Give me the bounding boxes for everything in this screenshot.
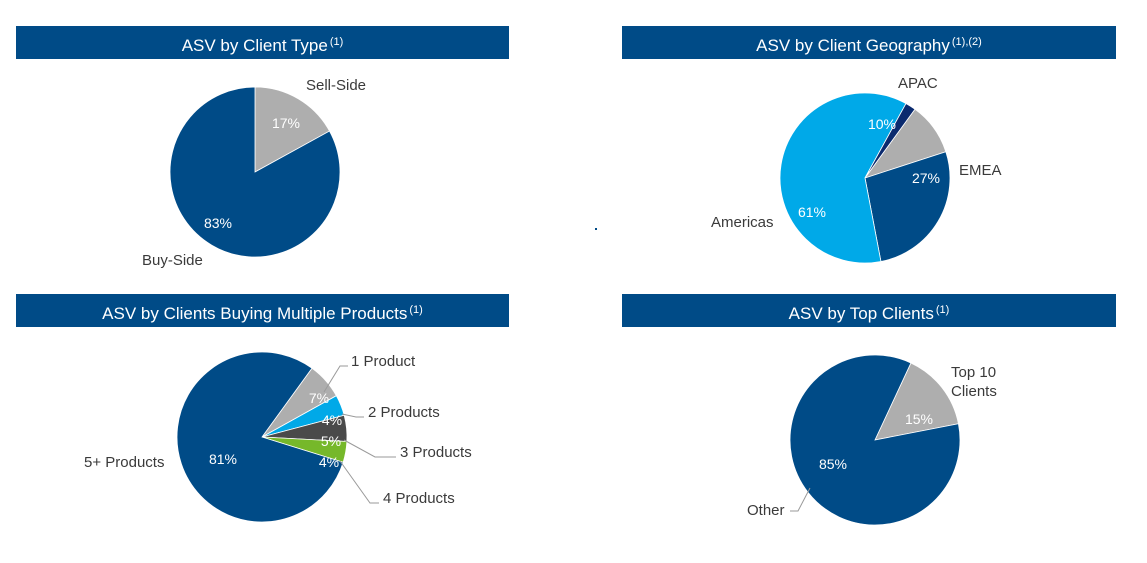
slice-category-label: 3 Products (400, 444, 472, 461)
footnote-ref: (1) (329, 36, 344, 48)
slice-percent-label: 61% (798, 204, 826, 220)
pie-chart-3: 7% 4% 5% 4% 81% 1 Product 2 Products 3 Products… (84, 351, 472, 523)
slice-percent-label: 27% (912, 170, 940, 186)
slice-percent-label: 17% (272, 115, 300, 131)
slice-percent-label: 7% (309, 390, 329, 406)
panel-title-top-clients: ASV by Top Clients (1) (622, 294, 1116, 327)
stray-dot (595, 228, 597, 230)
slice-percent-label: 10% (868, 116, 896, 132)
slice-category-label: Other (747, 502, 785, 519)
pie-slice-americas (779, 92, 907, 264)
slice-category-label: EMEA (959, 162, 1002, 179)
panel-title-client-type: ASV by Client Type (1) (16, 26, 509, 59)
pie-slice-buy-side (169, 86, 341, 258)
pie-slice-top-10-clients (874, 362, 959, 441)
slice-category-label: Sell-Side (306, 77, 366, 94)
slice-category-label: 1 Product (351, 353, 416, 370)
pie-chart-1: 17% 83% Sell-Side Buy-Side (142, 77, 366, 269)
panel-title-text: ASV by Client Type (181, 36, 328, 55)
slice-category-label: Buy-Side (142, 252, 203, 269)
leader-line (339, 460, 379, 504)
slice-percent-label: 5% (321, 433, 341, 449)
pie-slice-5-products (176, 351, 344, 523)
leader-line (790, 487, 811, 512)
panel-title-multiple-products: ASV by Clients Buying Multiple Products(… (16, 294, 509, 327)
slice-category-label: 5+ Products (84, 454, 164, 471)
slice-category-label: Top 10 Clients (951, 364, 997, 400)
footnote-ref: (1),(2) (951, 36, 982, 48)
slice-percent-label: 4% (319, 454, 339, 470)
leader-line (341, 413, 364, 418)
pie-chart-2: 10% 27% 61% APAC EMEA Americas (711, 75, 1002, 264)
slice-category-label: 4 Products (383, 490, 455, 507)
footnote-ref: (1) (409, 304, 423, 316)
footnote-ref: (1) (935, 304, 950, 316)
pie-chart-4: 15% 85% Top 10 Clients Other (747, 354, 997, 526)
leader-line (323, 365, 348, 393)
slice-category-label: 2 Products (368, 404, 440, 421)
pie-slice-unlabeled (864, 102, 916, 179)
slice-category-label: APAC (898, 75, 938, 92)
panel-title-text: ASV by Client Geography (756, 36, 950, 55)
leader-line (343, 439, 396, 458)
slice-percent-label: 15% (905, 411, 933, 427)
panel-title-client-geography: ASV by Client Geography (1),(2) (622, 26, 1116, 59)
slice-percent-label: 4% (322, 412, 342, 428)
pie-slice-emea (864, 151, 951, 262)
panel-title-text: ASV by Top Clients (788, 304, 934, 323)
slice-percent-label: 83% (204, 215, 232, 231)
slice-category-label: Americas (711, 214, 774, 231)
pie-slice-sell-side (254, 86, 331, 173)
panel-title-text: ASV by Clients Buying Multiple Products (102, 304, 408, 323)
slice-percent-label: 85% (819, 456, 847, 472)
slice-percent-label: 81% (209, 451, 237, 467)
